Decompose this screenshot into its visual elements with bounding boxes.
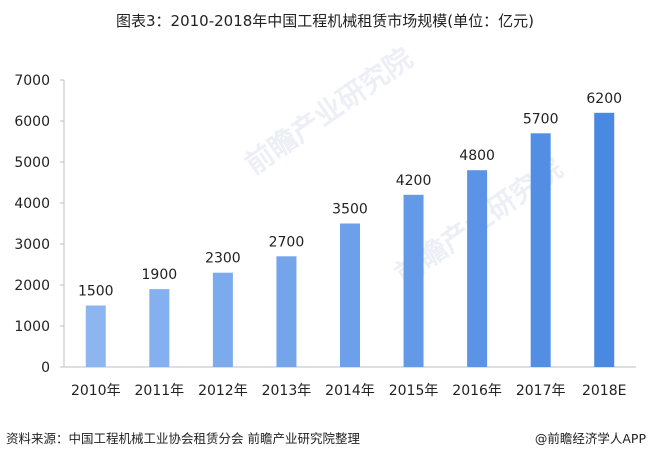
chart-title: 图表3：2010-2018年中国工程机械租赁市场规模(单位：亿元) <box>115 12 534 30</box>
y-tick-label: 4000 <box>14 196 50 212</box>
bar <box>403 194 424 367</box>
bar-chart: 0 1000 2000 3000 4000 5000 6000 7000 1500 2010年 19… <box>14 73 636 399</box>
source-note: 资料来源：中国工程机械工业协会租赁分会 前瞻产业研究院整理 <box>6 431 360 446</box>
x-tick-label: 2016年 <box>452 383 502 399</box>
data-label: 4200 <box>396 173 432 189</box>
x-tick-label: 2013年 <box>262 383 312 399</box>
bar <box>212 272 233 367</box>
x-tick-label: 2010年 <box>71 383 121 399</box>
bar <box>85 305 106 367</box>
y-tick-label: 3000 <box>14 237 50 253</box>
bar <box>467 170 488 367</box>
x-tick-label: 2018E <box>582 383 626 399</box>
bar <box>340 223 360 367</box>
data-label: 5700 <box>523 111 559 127</box>
y-tick-label: 6000 <box>14 114 50 130</box>
data-label: 4800 <box>459 148 495 164</box>
y-tick-label: 2000 <box>14 278 50 294</box>
data-label: 2700 <box>269 234 305 250</box>
x-tick-label: 2015年 <box>389 383 439 399</box>
bar <box>594 112 615 367</box>
data-label: 3500 <box>332 202 368 218</box>
bar <box>530 133 551 367</box>
x-tick-label: 2017年 <box>516 383 566 399</box>
data-label: 1500 <box>78 284 114 300</box>
credit-note: @前瞻经济学人APP <box>534 431 646 446</box>
x-tick-label: 2011年 <box>135 383 185 399</box>
x-tick-label: 2014年 <box>325 383 375 399</box>
x-tick-label: 2012年 <box>198 383 248 399</box>
data-label: 1900 <box>142 267 178 283</box>
data-label: 2300 <box>205 251 241 267</box>
y-tick-label: 7000 <box>14 73 50 89</box>
bar <box>276 256 297 367</box>
data-label: 6200 <box>586 91 622 107</box>
bar <box>149 289 170 367</box>
y-tick-label: 5000 <box>14 155 50 171</box>
y-tick-label: 1000 <box>14 319 50 335</box>
y-tick-label: 0 <box>41 360 50 376</box>
